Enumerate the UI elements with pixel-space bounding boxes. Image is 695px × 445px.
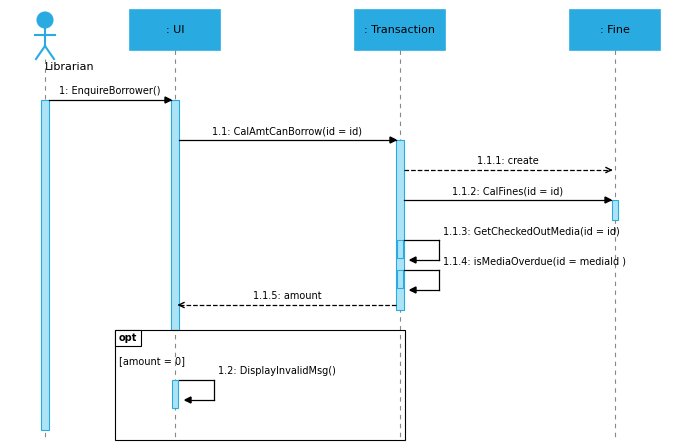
Bar bbox=[570, 10, 660, 50]
Polygon shape bbox=[410, 287, 416, 293]
Bar bbox=[397, 240, 403, 258]
Bar bbox=[355, 10, 445, 50]
Bar bbox=[171, 100, 179, 330]
Text: 1.1.4: isMediaOverdue(id = mediaId ): 1.1.4: isMediaOverdue(id = mediaId ) bbox=[443, 256, 626, 266]
Text: 1.1.5: amount: 1.1.5: amount bbox=[253, 291, 322, 301]
Text: 1.2: DisplayInvalidMsg(): 1.2: DisplayInvalidMsg() bbox=[218, 366, 336, 376]
Bar bbox=[612, 200, 618, 220]
Text: : Fine: : Fine bbox=[600, 25, 630, 35]
Text: Librarian: Librarian bbox=[45, 62, 95, 72]
Polygon shape bbox=[390, 137, 396, 143]
Bar bbox=[130, 10, 220, 50]
Polygon shape bbox=[185, 397, 191, 403]
Text: : Transaction: : Transaction bbox=[364, 25, 436, 35]
Polygon shape bbox=[605, 197, 611, 203]
Bar bbox=[115, 330, 141, 346]
Text: 1.1.2: CalFines(id = id): 1.1.2: CalFines(id = id) bbox=[452, 186, 563, 196]
Text: 1.1.1: create: 1.1.1: create bbox=[477, 156, 539, 166]
Text: 1.1.3: GetCheckedOutMedia(id = id): 1.1.3: GetCheckedOutMedia(id = id) bbox=[443, 226, 620, 236]
Polygon shape bbox=[410, 257, 416, 263]
Bar bbox=[41, 100, 49, 430]
Bar bbox=[396, 140, 404, 310]
Polygon shape bbox=[165, 97, 171, 103]
Text: opt: opt bbox=[119, 333, 137, 343]
Text: [amount = 0]: [amount = 0] bbox=[119, 356, 185, 366]
Text: : UI: : UI bbox=[165, 25, 184, 35]
Bar bbox=[115, 330, 405, 440]
Bar bbox=[397, 270, 403, 288]
Circle shape bbox=[37, 12, 53, 28]
Text: 1: EnquireBorrower(): 1: EnquireBorrower() bbox=[59, 86, 161, 96]
Text: 1.1: CalAmtCanBorrow(id = id): 1.1: CalAmtCanBorrow(id = id) bbox=[213, 126, 363, 136]
Bar bbox=[172, 380, 178, 408]
